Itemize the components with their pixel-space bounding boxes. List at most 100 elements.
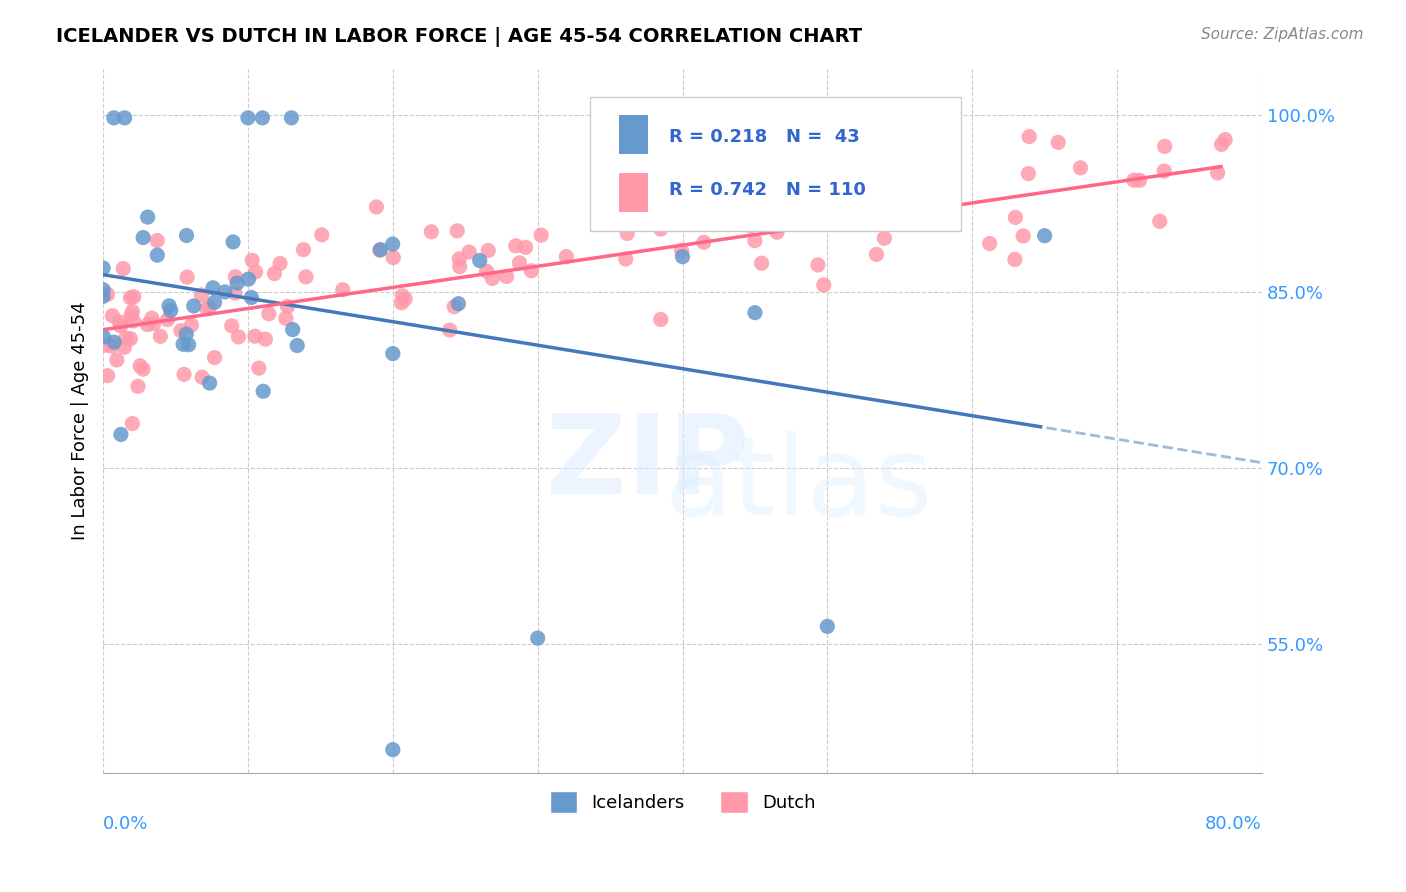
Point [368, 243, 391, 257]
Point [391, 289, 413, 303]
Point [204, 351, 226, 365]
Point [815, 619, 838, 633]
Point [129, 359, 152, 373]
Point [1018, 129, 1040, 144]
Point [295, 269, 318, 284]
Point [1149, 214, 1171, 228]
Point [121, 417, 143, 431]
Point [114, 331, 136, 345]
Point [236, 111, 259, 125]
Point [873, 231, 896, 245]
Point [127, 379, 149, 393]
Point [276, 300, 298, 314]
Point [195, 301, 218, 316]
Point [443, 300, 465, 314]
Point [93, 330, 115, 344]
Point [105, 353, 128, 368]
Point [214, 285, 236, 299]
Point [103, 111, 125, 125]
Point [447, 296, 470, 310]
Point [766, 225, 789, 239]
Point [112, 261, 135, 276]
Point [122, 314, 145, 328]
Point [381, 346, 404, 360]
Point [285, 338, 308, 352]
Point [274, 311, 297, 326]
Point [530, 228, 553, 243]
Point [243, 329, 266, 343]
Point [740, 219, 762, 233]
Point [224, 269, 246, 284]
Point [979, 236, 1001, 251]
Point [94, 338, 117, 352]
Point [332, 283, 354, 297]
Point [91, 260, 114, 275]
Point [671, 244, 693, 258]
Point [245, 265, 267, 279]
Point [813, 277, 835, 292]
Point [136, 210, 159, 224]
Point [222, 235, 245, 249]
Point [176, 228, 198, 243]
Point [751, 256, 773, 270]
Point [1012, 229, 1035, 244]
Point [616, 227, 638, 241]
Point [101, 339, 124, 353]
Point [468, 253, 491, 268]
Point [614, 252, 637, 266]
Point [201, 281, 224, 295]
Point [865, 247, 887, 261]
Point [263, 267, 285, 281]
Point [744, 234, 766, 248]
Point [149, 329, 172, 343]
Point [495, 269, 517, 284]
Point [142, 317, 165, 331]
Point [136, 318, 159, 332]
Point [159, 303, 181, 318]
Text: atlas: atlas [664, 431, 932, 538]
Point [1047, 136, 1070, 150]
Point [240, 290, 263, 304]
Point [370, 243, 392, 257]
Text: Source: ZipAtlas.com: Source: ZipAtlas.com [1201, 27, 1364, 42]
Point [515, 240, 537, 254]
Point [247, 361, 270, 376]
FancyBboxPatch shape [619, 173, 648, 211]
Point [1004, 211, 1026, 225]
Point [176, 327, 198, 342]
Point [281, 323, 304, 337]
Point [880, 174, 903, 188]
Point [458, 245, 481, 260]
Y-axis label: In Labor Force | Age 45-54: In Labor Force | Age 45-54 [72, 301, 89, 541]
Point [132, 362, 155, 376]
FancyBboxPatch shape [589, 96, 960, 231]
Point [1206, 166, 1229, 180]
Point [96, 287, 118, 301]
Point [121, 304, 143, 318]
Point [790, 214, 813, 228]
Text: R = 0.742   N = 110: R = 0.742 N = 110 [669, 181, 866, 199]
Point [269, 256, 291, 270]
Point [671, 250, 693, 264]
Point [190, 288, 212, 302]
Point [198, 376, 221, 390]
Point [1128, 173, 1150, 187]
Point [807, 258, 830, 272]
Point [477, 244, 499, 258]
Point [394, 292, 416, 306]
Point [101, 309, 124, 323]
Point [120, 308, 142, 322]
Point [240, 253, 263, 268]
Point [110, 427, 132, 442]
Point [1122, 173, 1144, 187]
Point [1153, 139, 1175, 153]
Point [146, 248, 169, 262]
Point [257, 307, 280, 321]
Point [173, 368, 195, 382]
Point [254, 332, 277, 346]
Point [446, 224, 468, 238]
Point [91, 283, 114, 297]
Point [475, 264, 498, 278]
Point [156, 312, 179, 326]
Point [1213, 132, 1236, 146]
